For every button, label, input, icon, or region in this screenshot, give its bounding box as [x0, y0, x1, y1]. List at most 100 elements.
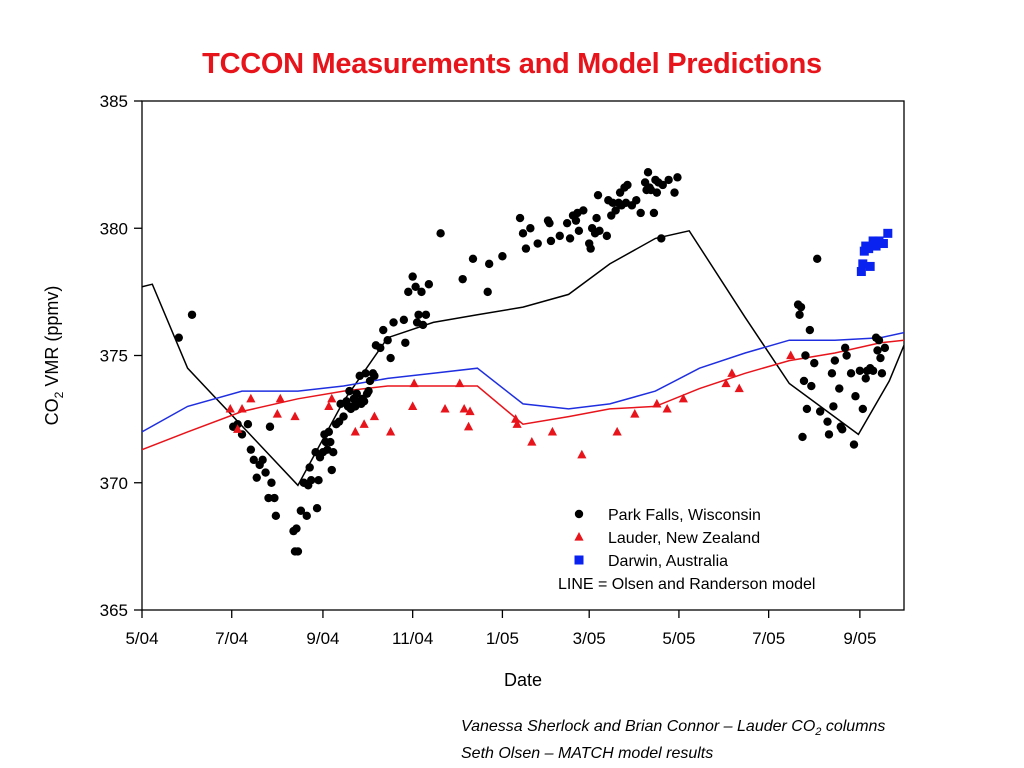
- park-falls-wisconsin-point: [483, 287, 492, 297]
- park-falls-wisconsin-point: [314, 476, 323, 485]
- lauder-new-zealand-point: [721, 378, 731, 388]
- lauder-new-zealand-point: [290, 411, 300, 421]
- x-tick-label: 9/04: [306, 629, 339, 648]
- park-falls-wisconsin-point: [815, 407, 825, 416]
- chart-title: TCCON Measurements and Model Predictions: [202, 48, 822, 80]
- lauder-new-zealand-point: [275, 393, 285, 403]
- credit-line-2: Seth Olsen – MATCH model results: [461, 745, 714, 763]
- park-falls-wisconsin-point: [293, 547, 303, 556]
- lauder-new-zealand-point: [225, 403, 235, 413]
- park-falls-wisconsin-point: [352, 389, 361, 398]
- park-falls-wisconsin-point: [359, 397, 369, 406]
- park-falls-wisconsin-point: [458, 274, 467, 284]
- park-falls-wisconsin-point: [595, 226, 604, 235]
- park-falls-wisconsin-point: [246, 445, 256, 454]
- lauder-new-zealand-point: [237, 403, 247, 413]
- legend-label-lauder-new-zealand: Lauder, New Zealand: [608, 530, 760, 547]
- lauder-new-zealand-point: [612, 426, 622, 436]
- park-falls-wisconsin-point: [468, 254, 478, 263]
- park-falls-wisconsin-point: [339, 412, 348, 421]
- park-falls-wisconsin-point: [823, 417, 832, 426]
- x-tick-label: 9/05: [843, 629, 876, 648]
- park-falls-wisconsin-point: [830, 356, 840, 365]
- park-falls-wisconsin-point: [873, 346, 882, 355]
- darwin-australia-point: [868, 236, 878, 246]
- park-falls-wisconsin-point: [252, 473, 261, 482]
- park-falls-wisconsin-point: [805, 325, 815, 335]
- park-falls-wisconsin-point: [574, 226, 584, 235]
- park-falls-wisconsin-point: [796, 302, 806, 312]
- lauder-new-zealand-point: [369, 411, 380, 421]
- legend-label-park-falls-wisconsin: Park Falls, Wisconsin: [608, 507, 761, 524]
- credit-line-1: Vanessa Sherlock and Brian Connor – Laud…: [461, 718, 886, 739]
- park-falls-wisconsin-point: [533, 239, 542, 248]
- y-axis-title: CO2 VMR (ppmv): [42, 286, 66, 426]
- park-falls-wisconsin-point: [312, 504, 322, 513]
- park-falls-wisconsin-point: [306, 476, 316, 485]
- lauder-new-zealand-point: [547, 426, 558, 436]
- lauder-new-zealand-point: [324, 401, 334, 410]
- park-falls-wisconsin-point: [652, 188, 662, 197]
- park-falls-wisconsin-point: [592, 213, 601, 223]
- park-falls-wisconsin-point: [858, 404, 868, 414]
- park-falls-wisconsin-point: [424, 280, 434, 289]
- park-falls-wisconsin-point: [673, 173, 682, 182]
- park-falls-wisconsin-point: [417, 287, 426, 297]
- park-falls-wisconsin-point: [305, 463, 314, 472]
- park-falls-wisconsin-point: [401, 338, 410, 347]
- park-falls-wisconsin-point: [326, 437, 335, 447]
- legend-note: LINE = Olsen and Randerson model: [558, 576, 815, 593]
- lauder-new-zealand-point: [409, 378, 419, 388]
- park-falls-wisconsin-point: [370, 371, 379, 381]
- park-falls-wisconsin-point: [874, 336, 884, 345]
- park-falls-wisconsin-point: [802, 404, 812, 414]
- park-falls-wisconsin-point: [243, 420, 253, 429]
- x-tick-label: 7/05: [752, 629, 785, 648]
- lauder-new-zealand-point: [727, 368, 737, 377]
- lauder-new-zealand-point: [327, 393, 337, 403]
- lauder-new-zealand-point: [455, 378, 465, 388]
- park-falls-wisconsin-point: [484, 259, 494, 269]
- park-falls-wisconsin-point: [807, 381, 816, 391]
- park-falls-wisconsin-point: [657, 234, 666, 243]
- data-markers: [174, 168, 893, 556]
- park-falls-wisconsin-point: [829, 402, 838, 411]
- park-falls-wisconsin-point: [555, 231, 564, 241]
- park-falls-wisconsin-point: [798, 432, 807, 442]
- lauder-new-zealand-point: [734, 383, 744, 393]
- park-falls-wisconsin-point: [835, 384, 844, 393]
- legend: Park Falls, Wisconsin Lauder, New Zealand…: [558, 507, 815, 593]
- legend-marker-lauder-new-zealand: [574, 532, 584, 541]
- lauder-new-zealand-point: [577, 449, 587, 459]
- park-falls-wisconsin-point: [813, 254, 822, 263]
- park-falls-wisconsin-point: [436, 229, 445, 238]
- park-falls-wisconsin-point: [379, 325, 388, 335]
- darwin-australia-point: [865, 261, 875, 271]
- legend-marker-darwin-australia: [574, 555, 584, 565]
- park-falls-wisconsin-point: [571, 216, 581, 225]
- park-falls-wisconsin-point: [801, 351, 810, 360]
- x-tick-label: 1/05: [486, 629, 519, 648]
- park-falls-wisconsin-point: [611, 206, 620, 215]
- lauder-new-zealand-point: [350, 426, 360, 436]
- darwin-australia-point: [856, 267, 866, 277]
- lauder-new-zealand-point: [440, 403, 450, 413]
- park-falls-wisconsin-point: [526, 224, 535, 233]
- park-falls-wisconsin-point: [264, 493, 273, 503]
- model-lines: [142, 229, 904, 487]
- darwin-australia-point: [858, 259, 868, 269]
- park-falls-wisconsin-point: [868, 366, 878, 375]
- park-falls-wisconsin-point: [795, 310, 804, 319]
- park-falls-wisconsin-point: [364, 386, 373, 396]
- park-falls-wisconsin-point: [265, 422, 275, 431]
- lauder-new-zealand-point: [465, 406, 475, 416]
- lauder-new-zealand-point: [652, 398, 662, 408]
- park-falls-wisconsin-point: [327, 465, 336, 475]
- park-falls-wisconsin-point: [233, 420, 242, 429]
- park-falls-wisconsin-point: [608, 198, 617, 207]
- x-axis: 5/04 7/04 9/04 11/04 1/05 3/05 5/05 7/05 9/05: [125, 610, 876, 648]
- y-tick-label: 365: [100, 601, 128, 620]
- park-falls-wisconsin-point: [842, 351, 851, 360]
- park-falls-wisconsin-point: [414, 310, 423, 319]
- park-falls-wisconsin-point: [329, 448, 338, 457]
